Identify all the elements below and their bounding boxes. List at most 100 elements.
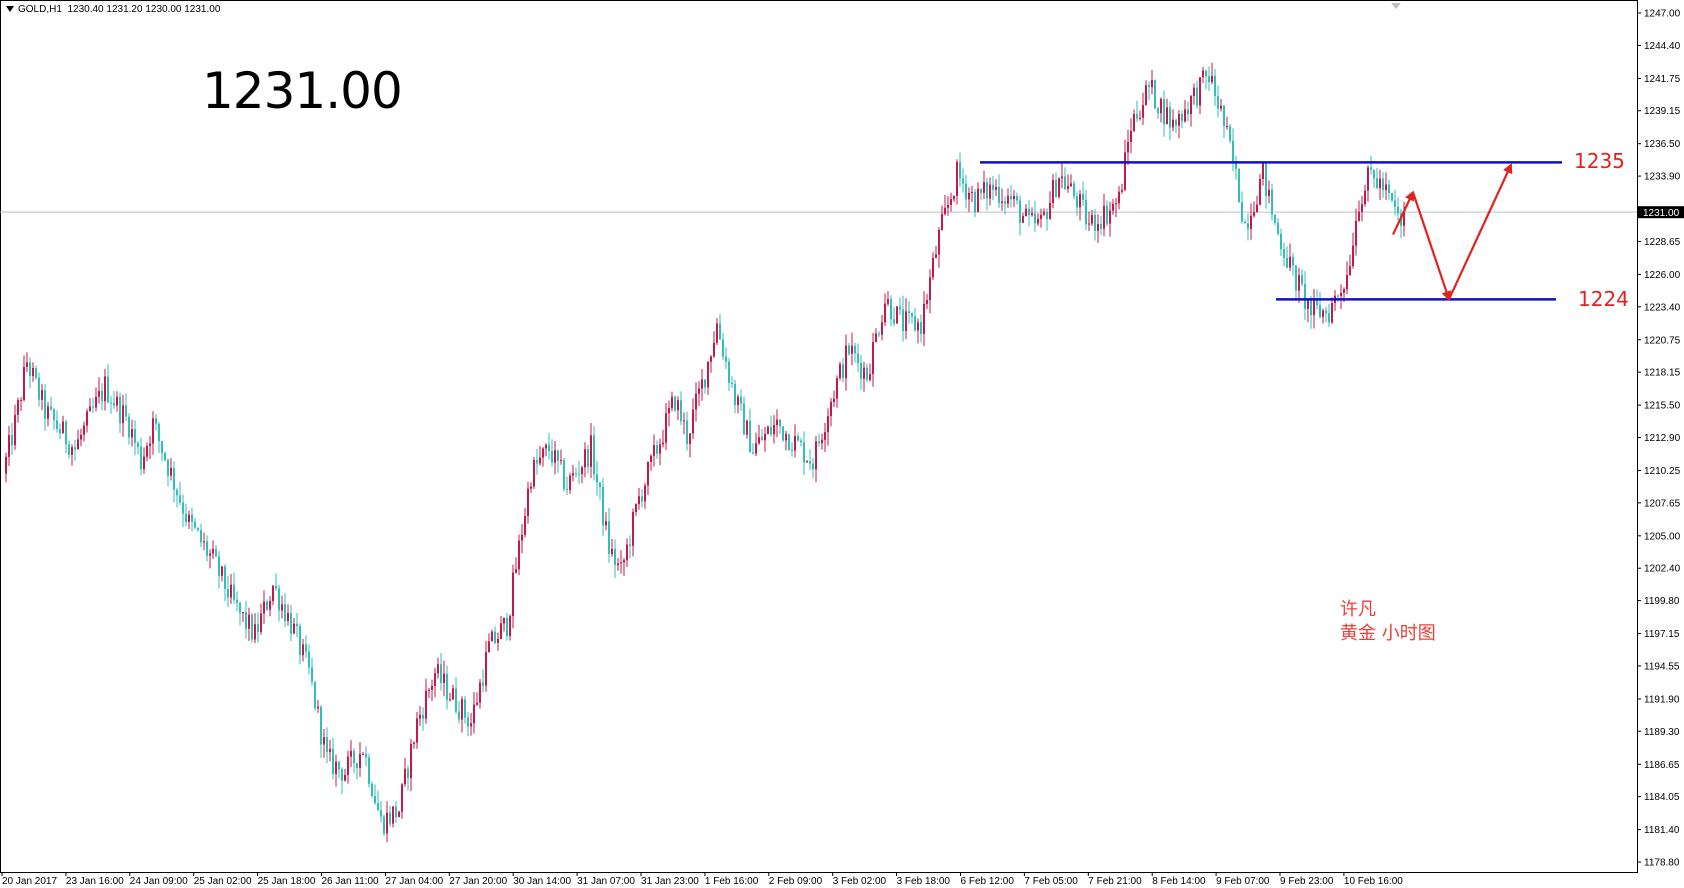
candle-body (1112, 203, 1114, 211)
candle-body (1085, 200, 1087, 225)
candle-body (956, 161, 958, 196)
candle-body (134, 429, 136, 443)
candle (689, 433, 691, 458)
candle-body (203, 541, 205, 543)
candle-body (995, 186, 997, 190)
forecast-arrow-segment (1411, 191, 1452, 302)
candle (824, 422, 826, 453)
candle (146, 442, 148, 462)
candle-body (548, 444, 550, 452)
candle-body (794, 435, 796, 451)
candle (329, 739, 331, 762)
candle (1001, 188, 1003, 211)
candle (989, 177, 991, 206)
candle (1289, 243, 1291, 272)
candle-body (56, 420, 58, 430)
candle (1106, 200, 1108, 227)
candle (38, 372, 40, 407)
candle (1265, 162, 1267, 209)
dropdown-triangle-icon[interactable] (6, 6, 14, 13)
y-tick-label: 1207.65 (1644, 498, 1681, 509)
candle (305, 635, 307, 659)
y-tick-label: 1226.00 (1644, 270, 1681, 281)
candle-body (968, 192, 970, 200)
candle-body (263, 601, 265, 614)
candle-body (488, 641, 490, 653)
candle (449, 692, 451, 702)
candle (968, 187, 970, 212)
candle (50, 396, 52, 411)
candle-body (464, 699, 466, 718)
candle-body (902, 309, 904, 332)
candle-body (533, 459, 535, 487)
candle-body (125, 405, 127, 417)
candle-body (350, 750, 352, 757)
price-axis: 1247.00 1244.40 1241.75 1239.15 1236.50 1233.… (1637, 9, 1684, 869)
candle (581, 465, 583, 484)
candle (512, 564, 514, 629)
candle (548, 432, 550, 460)
candle (728, 358, 730, 391)
candle-body (50, 406, 52, 410)
candle-body (596, 474, 598, 483)
candle-body (746, 420, 748, 435)
candle-body (1001, 201, 1003, 204)
candle-body (1367, 167, 1369, 191)
candle (527, 481, 529, 524)
current-price-box (1638, 206, 1684, 219)
candle-body (1070, 183, 1072, 187)
candle-body (1286, 258, 1288, 268)
candle (935, 245, 937, 259)
candle (188, 510, 190, 530)
candle-body (1244, 221, 1246, 224)
candle-body (338, 761, 340, 770)
candle-body (1007, 196, 1009, 204)
candle (1037, 213, 1039, 226)
candle-body (638, 496, 640, 505)
support-resistance-lines (980, 161, 1562, 301)
candle (710, 354, 712, 373)
candle (1055, 172, 1057, 198)
candle (395, 801, 397, 823)
candle-body (371, 783, 373, 796)
candle-body (830, 401, 832, 417)
candle-body (233, 584, 235, 600)
candle (890, 295, 892, 327)
candle (218, 550, 220, 589)
candle (683, 412, 685, 435)
candle (1280, 228, 1282, 256)
candle-body (458, 711, 460, 720)
candle-body (476, 702, 478, 705)
candle-body (1340, 292, 1342, 296)
candle (1091, 209, 1093, 226)
candle (773, 415, 775, 444)
candle (1292, 252, 1294, 277)
candle (1013, 189, 1015, 208)
y-tick-label: 1184.05 (1644, 792, 1680, 803)
shift-marker-icon[interactable] (1391, 3, 1401, 9)
candle-body (716, 323, 718, 343)
candle (1379, 169, 1381, 200)
candle-body (1058, 178, 1060, 197)
x-tick-label: 31 Jan 07:00 (577, 876, 635, 887)
candle-body (1130, 130, 1132, 143)
candle-body (392, 806, 394, 824)
candle-body (1382, 178, 1384, 191)
candle (1256, 195, 1258, 213)
candle (1112, 198, 1114, 215)
candle (887, 290, 889, 307)
candle (878, 331, 880, 338)
candle (1076, 191, 1078, 216)
candle (752, 443, 754, 455)
candle (1151, 69, 1153, 95)
candle-body (368, 757, 370, 784)
candle (641, 489, 643, 508)
candle-body (623, 560, 625, 563)
candle-body (959, 161, 961, 179)
candle-body (284, 604, 286, 622)
candle (425, 678, 427, 724)
x-tick-label: 7 Feb 05:00 (1024, 876, 1078, 887)
y-tick-label: 1189.30 (1644, 727, 1680, 738)
candle-body (563, 459, 565, 489)
candle-body (119, 396, 121, 424)
